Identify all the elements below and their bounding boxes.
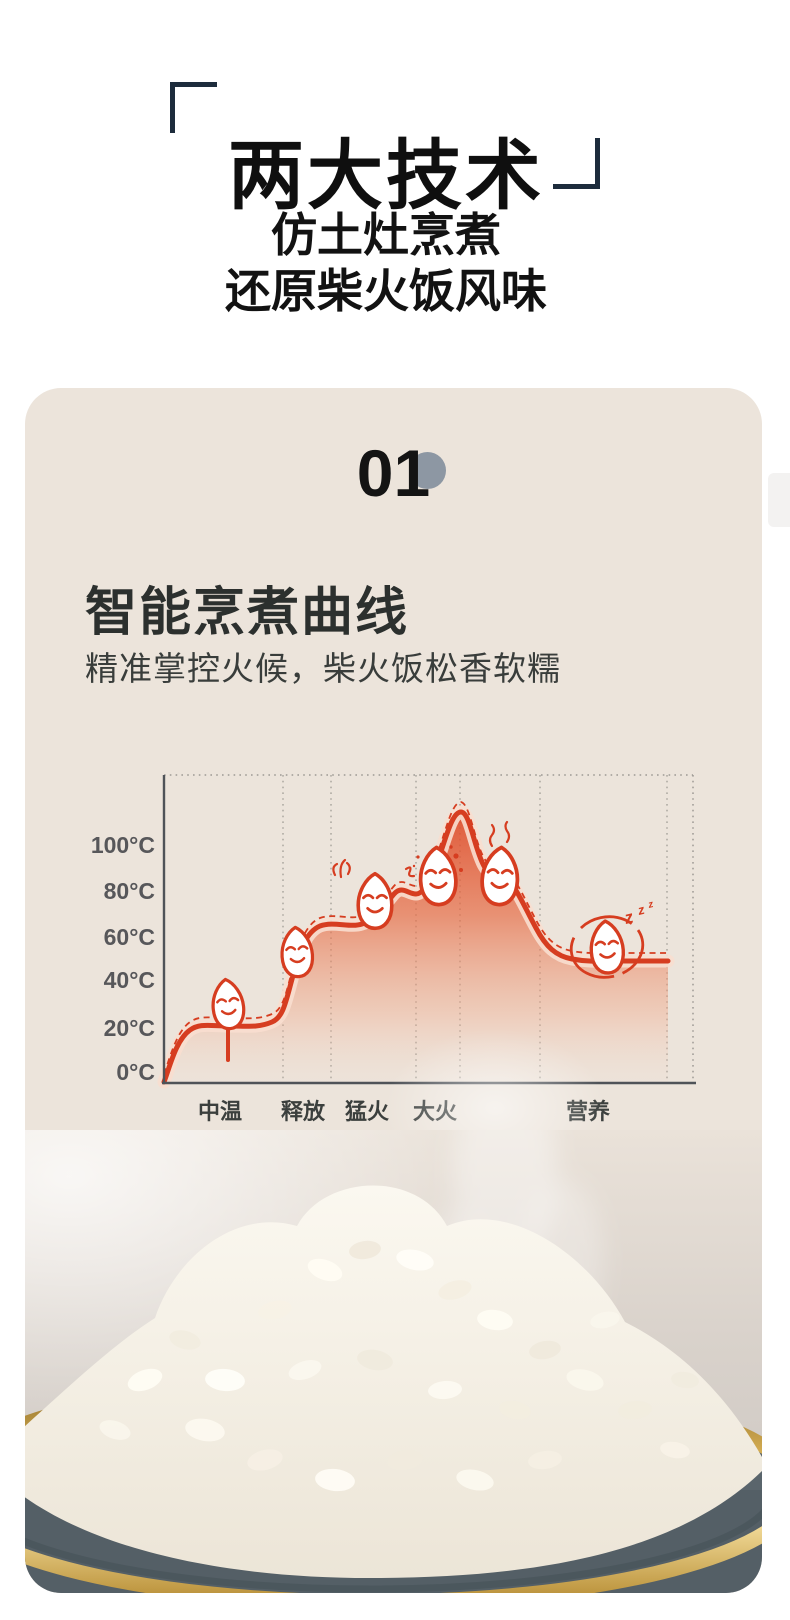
sleep-circle [569,915,645,979]
section-subtitle: 精准掌控火候，柴火饭松香软糯 [85,650,561,687]
y-tick-20: 20°C [103,1015,155,1041]
rice-mascot-icon-5 [479,844,521,908]
svg-text:z: z [635,902,646,918]
page-subtitle-line1: 仿土灶烹煮 [271,209,501,261]
curve-dashed-line [163,801,668,1075]
y-tick-100: 100°C [90,832,155,858]
section-title: 智能烹煮曲线 [85,584,410,643]
rice-bowl-photo [25,1075,762,1593]
rice-mascot-icon-6 [587,918,627,976]
svg-text:z: z [621,907,635,928]
y-tick-80: 80°C [103,878,155,904]
mascot-decorations [332,820,511,879]
tech-feature-card: 01 智能烹煮曲线 精准掌控火候，柴火饭松香软糯 100°C 80°C 60°C… [25,388,762,1593]
sleep-zzz-annotation: z z z [621,899,654,928]
y-tick-60: 60°C [103,924,155,950]
page-subtitle-line2: 还原柴火饭风味 [225,265,547,317]
svg-text:z: z [646,899,654,911]
page-title: 两大技术 [228,133,544,219]
corner-bracket-top-left-icon [170,82,217,133]
corner-bracket-bottom-right-icon [553,138,600,189]
y-tick-0: 0°C [116,1059,155,1085]
index-accent-dot [409,452,446,489]
curve-plot: z z z [157,774,696,1089]
curve-fill [164,812,668,1083]
y-tick-40: 40°C [103,967,155,993]
rice-mascot-icon-3 [356,871,394,931]
section-index-number: 01 [356,436,431,510]
rice-grains [99,1240,699,1492]
temperature-curve-line [161,809,671,1085]
rice-mound [25,1185,762,1578]
scrollbar-thumb[interactable] [768,473,790,527]
section-index: 01 [25,388,762,518]
cooking-curve-chart: 100°C 80°C 60°C 40°C 20°C 0°C [25,388,762,1178]
mascot-sweat-dots [412,845,463,872]
